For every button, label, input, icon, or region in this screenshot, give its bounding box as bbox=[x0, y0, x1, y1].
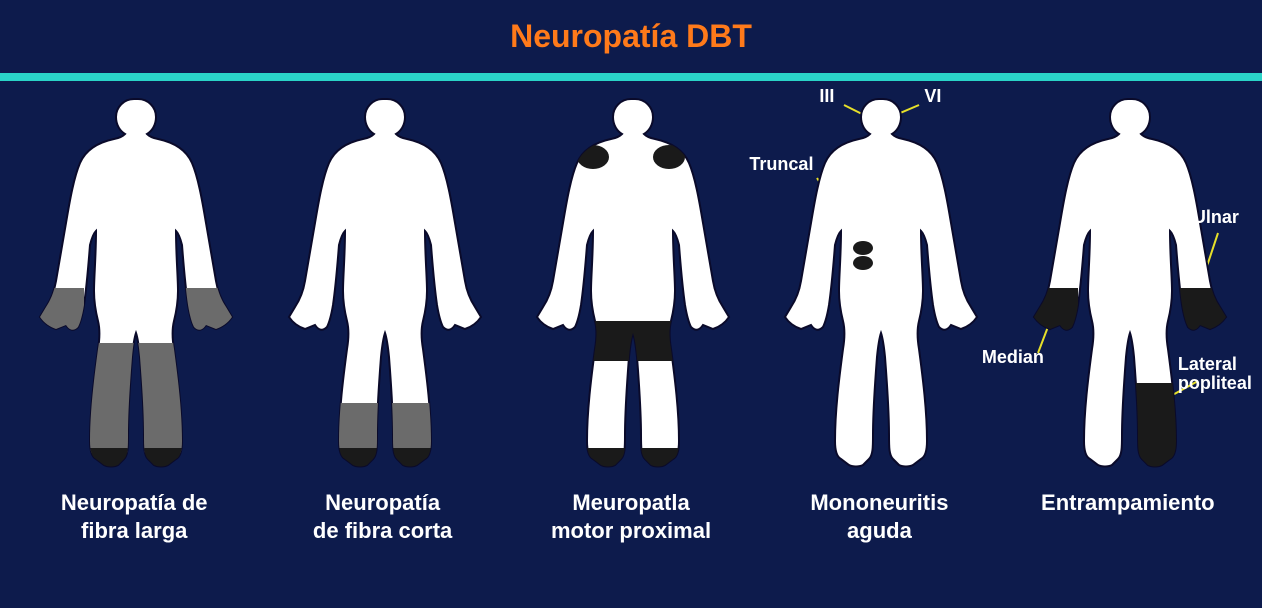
panel-mononeuritis: III VI Truncal Mononeuritis aguda bbox=[755, 93, 1003, 573]
caption-fibra-larga: Neuropatía de fibra larga bbox=[61, 489, 208, 544]
body-outline bbox=[289, 99, 481, 467]
caption-motor-proximal: Meuropatla motor proximal bbox=[551, 489, 711, 544]
figure-entrampamiento: Ulnar Median Lateral popliteal bbox=[1018, 93, 1238, 483]
figure-fibra-corta bbox=[273, 93, 493, 483]
body-outline bbox=[785, 99, 977, 467]
body-svg-4 bbox=[769, 93, 989, 483]
affected-regions-2 bbox=[328, 403, 438, 483]
body-outline bbox=[537, 99, 729, 467]
caption-entrampamiento: Entrampamiento bbox=[1041, 489, 1215, 517]
body-svg-3 bbox=[521, 93, 741, 483]
annot-iii: III bbox=[819, 87, 834, 106]
panel-fibra-corta: Neuropatía de fibra corta bbox=[258, 93, 506, 573]
caption-fibra-corta: Neuropatía de fibra corta bbox=[313, 489, 452, 544]
body-svg-1 bbox=[24, 93, 244, 483]
figure-mononeuritis: III VI Truncal bbox=[769, 93, 989, 483]
annot-latpop: Lateral popliteal bbox=[1178, 355, 1252, 393]
caption-mononeuritis: Mononeuritis aguda bbox=[810, 489, 948, 544]
figure-motor-proximal bbox=[521, 93, 741, 483]
annot-median: Median bbox=[982, 348, 1044, 367]
panel-entrampamiento: Ulnar Median Lateral popliteal Entrampam… bbox=[1004, 93, 1252, 573]
page-title: Neuropatía DBT bbox=[0, 0, 1262, 73]
panel-motor-proximal: Meuropatla motor proximal bbox=[507, 93, 755, 573]
panels-row: Neuropatía de fibra larga Neuropatía de … bbox=[0, 81, 1262, 573]
annot-vi: VI bbox=[924, 87, 941, 106]
divider-line bbox=[0, 73, 1262, 81]
annot-truncal: Truncal bbox=[749, 155, 813, 174]
figure-fibra-larga bbox=[24, 93, 244, 483]
panel-fibra-larga: Neuropatía de fibra larga bbox=[10, 93, 258, 573]
annot-ulnar: Ulnar bbox=[1193, 208, 1239, 227]
body-svg-2 bbox=[273, 93, 493, 483]
body-outline bbox=[1034, 99, 1226, 467]
body-outline bbox=[40, 99, 232, 467]
body-svg-5 bbox=[1018, 93, 1238, 483]
